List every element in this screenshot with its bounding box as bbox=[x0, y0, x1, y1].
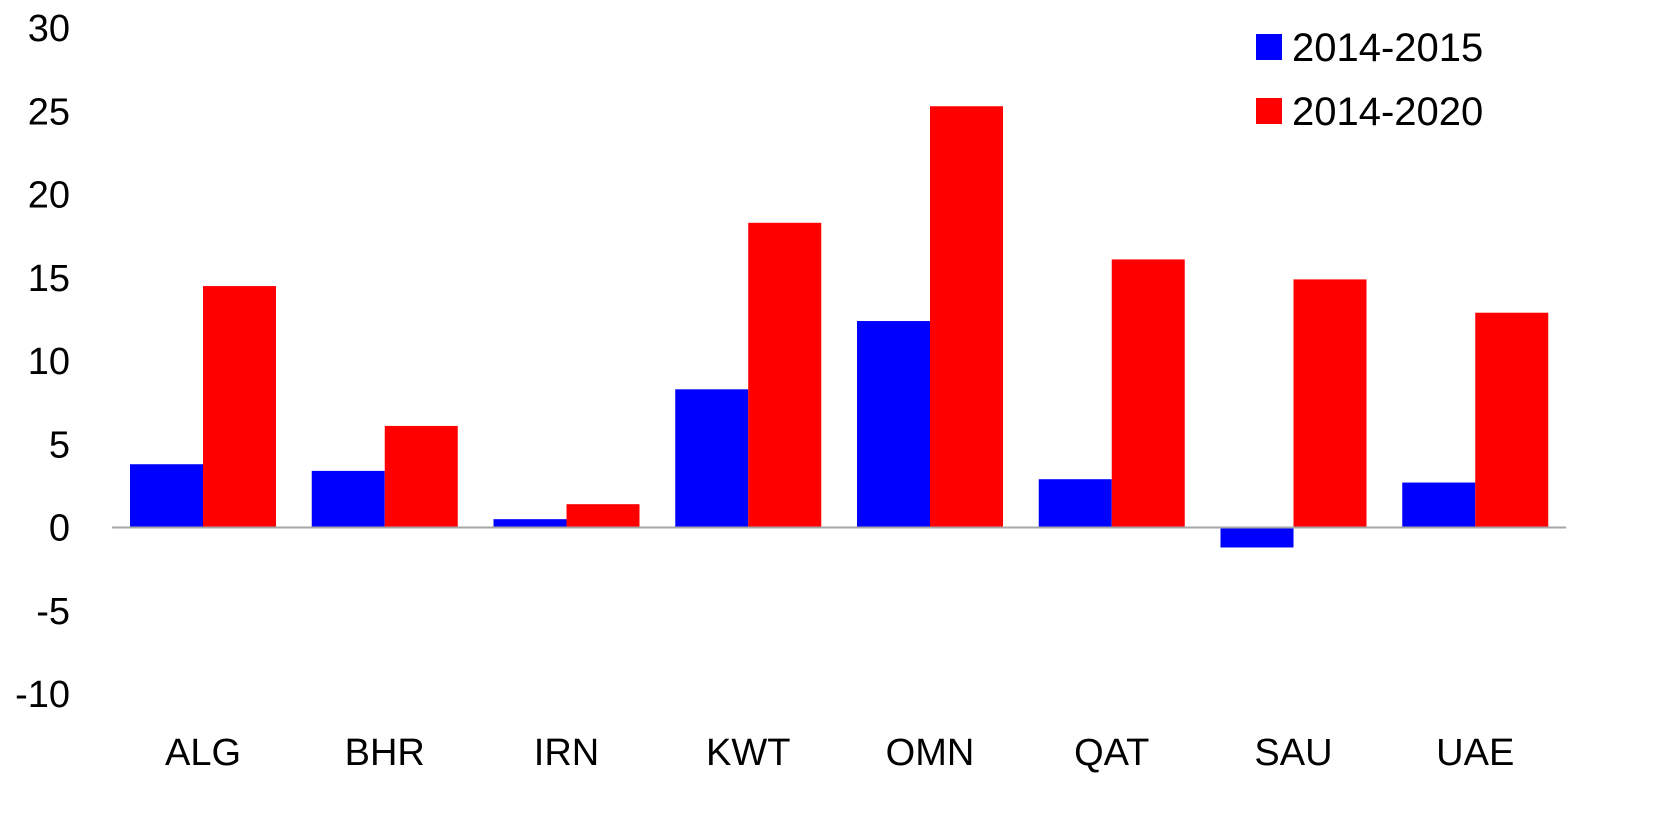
bar-irn-2014-2020 bbox=[566, 504, 640, 528]
x-tick-label: OMN bbox=[886, 732, 975, 774]
bar-sau-2014-2020 bbox=[1293, 279, 1367, 528]
x-tick-label: ALG bbox=[165, 732, 241, 774]
y-tick-label: 15 bbox=[28, 258, 70, 300]
bar-bhr-2014-2020 bbox=[384, 425, 458, 528]
bar-uae-2014-2015 bbox=[1402, 482, 1476, 528]
bar-irn-2014-2015 bbox=[493, 519, 567, 528]
bar-alg-2014-2020 bbox=[203, 286, 276, 528]
legend-swatch-2014-2015 bbox=[1256, 34, 1282, 60]
bar-bhr-2014-2015 bbox=[311, 470, 385, 528]
y-tick-label: 0 bbox=[49, 508, 70, 550]
y-tick-label: -5 bbox=[36, 591, 70, 633]
bar-kwt-2014-2015 bbox=[675, 389, 749, 528]
bar-qat-2014-2015 bbox=[1038, 479, 1112, 528]
y-axis-tick-labels: 30 25 20 15 10 5 0 -5 -10 bbox=[15, 8, 70, 716]
y-tick-label: 10 bbox=[28, 341, 70, 383]
y-tick-label: 20 bbox=[28, 175, 70, 217]
bar-kwt-2014-2020 bbox=[748, 222, 822, 528]
bar-uae-2014-2020 bbox=[1475, 312, 1549, 528]
x-axis-tick-labels: ALG BHR IRN KWT OMN QAT SAU UAE bbox=[165, 732, 1514, 774]
y-tick-label: 5 bbox=[49, 424, 70, 466]
legend: 2014-2015 2014-2020 bbox=[1256, 26, 1483, 134]
x-tick-label: UAE bbox=[1436, 732, 1514, 774]
y-tick-label: -10 bbox=[15, 674, 70, 716]
x-tick-label: BHR bbox=[345, 732, 425, 774]
y-tick-label: 30 bbox=[28, 8, 70, 50]
legend-label-2014-2015: 2014-2015 bbox=[1292, 26, 1483, 70]
bar-sau-2014-2015 bbox=[1220, 527, 1294, 548]
x-tick-label: QAT bbox=[1074, 732, 1149, 774]
bar-omn-2014-2020 bbox=[930, 106, 1003, 528]
legend-swatch-2014-2020 bbox=[1256, 98, 1282, 124]
x-tick-label: SAU bbox=[1254, 732, 1332, 774]
x-tick-label: IRN bbox=[534, 732, 599, 774]
y-tick-label: 25 bbox=[28, 91, 70, 133]
x-tick-label: KWT bbox=[706, 732, 790, 774]
bar-omn-2014-2015 bbox=[857, 321, 930, 528]
bar-alg-2014-2015 bbox=[130, 464, 203, 528]
bar-qat-2014-2020 bbox=[1111, 259, 1185, 528]
bar-group bbox=[130, 106, 1549, 548]
legend-label-2014-2020: 2014-2020 bbox=[1292, 90, 1483, 134]
